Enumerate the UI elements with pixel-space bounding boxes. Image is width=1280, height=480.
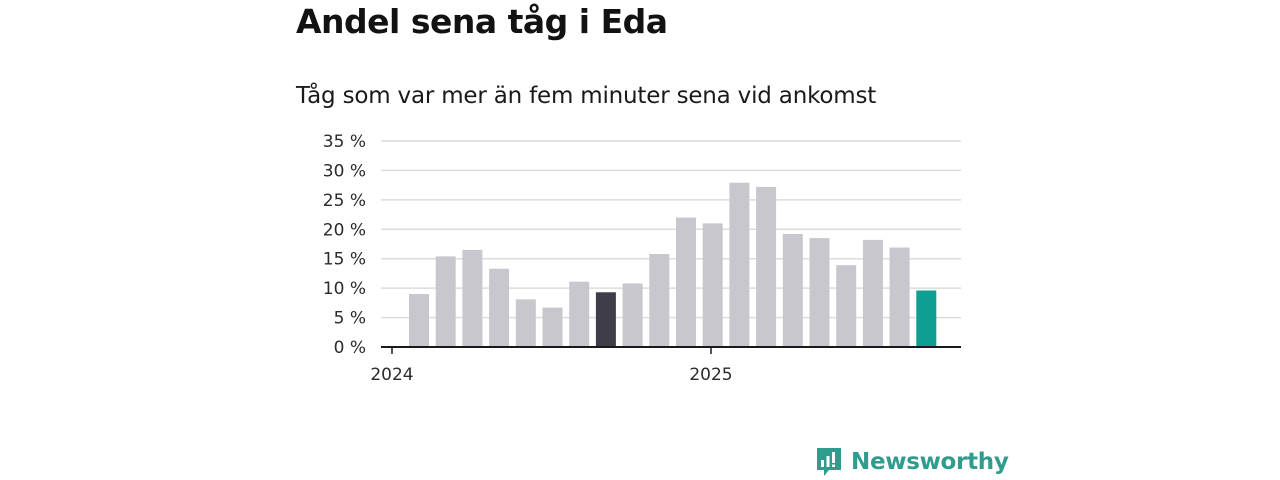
bar [622, 283, 643, 347]
bar [569, 281, 590, 347]
bar [702, 223, 723, 347]
bar [782, 233, 803, 347]
chart-subtitle: Tåg som var mer än fem minuter sena vid … [296, 83, 877, 109]
bar [889, 247, 910, 347]
y-tick-label: 20 % [323, 220, 366, 240]
bar [729, 182, 750, 347]
bar [756, 186, 777, 347]
bar [515, 299, 536, 347]
x-tick-label: 2024 [370, 365, 413, 385]
bar [595, 292, 616, 347]
y-tick-label: 35 % [323, 132, 366, 152]
bar-chart: 0 % 5 % 10 % 15 % 20 % 25 % 30 % 35 % 2024 2025 [323, 132, 961, 385]
bar [916, 290, 937, 347]
bars [409, 182, 937, 347]
y-axis-ticks: 0 % 5 % 10 % 15 % 20 % 25 % 30 % 35 % [323, 132, 366, 358]
bar [809, 238, 830, 347]
bar [462, 249, 483, 347]
bar [542, 307, 563, 347]
bar [489, 268, 510, 347]
x-tick-label: 2025 [689, 365, 732, 385]
y-tick-label: 10 % [323, 279, 366, 299]
bar [435, 256, 456, 347]
bar [409, 294, 429, 347]
bar [649, 254, 670, 347]
x-axis-ticks: 2024 2025 [370, 347, 733, 385]
newsworthy-logo-icon [817, 448, 841, 476]
brand-name: Newsworthy [851, 449, 1009, 475]
brand-logo: Newsworthy [815, 446, 1009, 478]
chart-title: Andel sena tåg i Eda [296, 2, 668, 41]
bar [676, 217, 696, 347]
bar [836, 265, 857, 347]
y-tick-label: 15 % [323, 250, 366, 270]
y-tick-label: 30 % [323, 161, 366, 181]
y-tick-label: 0 % [334, 338, 366, 358]
y-tick-label: 5 % [334, 309, 366, 329]
y-tick-label: 25 % [323, 191, 366, 211]
bar [862, 239, 883, 347]
